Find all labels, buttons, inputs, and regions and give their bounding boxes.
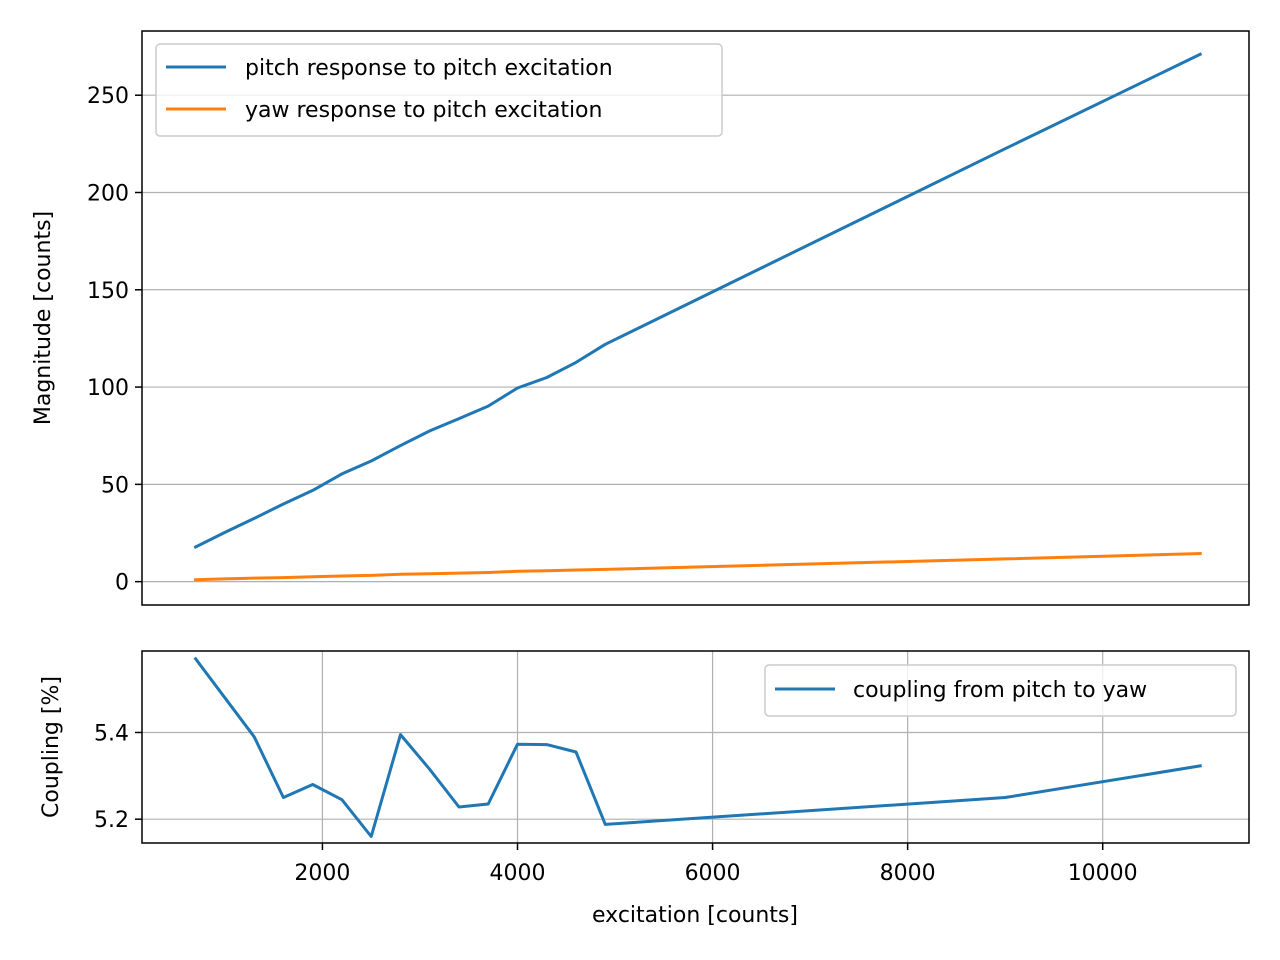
coupling-legend: coupling from pitch to yaw <box>764 664 1237 717</box>
magnitude-series-line-0 <box>193 52 1203 550</box>
coupling-y-ticks: 5.2 5.4 <box>94 721 142 833</box>
magnitude-series <box>193 52 1203 582</box>
magnitude-legend: pitch response to pitch excitation yaw r… <box>155 43 723 137</box>
legend-label-coupling: coupling from pitch to yaw <box>853 678 1147 703</box>
x-axis-label: excitation [counts] <box>592 903 798 928</box>
coupling-x-ticks: 2000 4000 6000 8000 10000 <box>294 843 1138 886</box>
coupling-series <box>193 656 1202 838</box>
coupling-legend-box <box>764 664 1237 717</box>
coupling-series-line-0 <box>193 656 1202 838</box>
magnitude-series-line-1 <box>194 552 1202 582</box>
magnitude-ytick-label: 150 <box>87 279 129 304</box>
coupling-xtick-label: 4000 <box>490 861 546 886</box>
magnitude-legend-box <box>155 43 723 137</box>
coupling-y-axis-label: Coupling [%] <box>39 676 64 818</box>
coupling-axes-frame <box>141 650 1250 844</box>
magnitude-ytick-label: 200 <box>87 181 129 206</box>
coupling-ytick-label: 5.2 <box>94 808 129 833</box>
magnitude-y-axis-label: Magnitude [counts] <box>31 211 56 425</box>
coupling-panel: 5.2 5.4 2000 4000 6000 8000 10000 Coupling [%… <box>39 650 1250 928</box>
coupling-ytick-label: 5.4 <box>94 721 129 746</box>
magnitude-ytick-label: 250 <box>87 84 129 109</box>
coupling-xtick-label: 10000 <box>1068 861 1138 886</box>
magnitude-axes-frame <box>141 30 1250 606</box>
magnitude-panel: 0 50 100 150 200 250 Magnitude [counts] pitch… <box>31 30 1250 606</box>
magnitude-ytick-label: 100 <box>87 376 129 401</box>
magnitude-ytick-label: 0 <box>115 571 129 596</box>
magnitude-y-ticks: 0 50 100 150 200 250 <box>87 84 142 596</box>
magnitude-ytick-label: 50 <box>101 473 129 498</box>
coupling-xtick-label: 6000 <box>685 861 741 886</box>
legend-label-pitch-response: pitch response to pitch excitation <box>245 56 613 81</box>
coupling-xtick-label: 8000 <box>880 861 936 886</box>
coupling-xtick-label: 2000 <box>294 861 350 886</box>
legend-label-yaw-response: yaw response to pitch excitation <box>245 98 602 123</box>
